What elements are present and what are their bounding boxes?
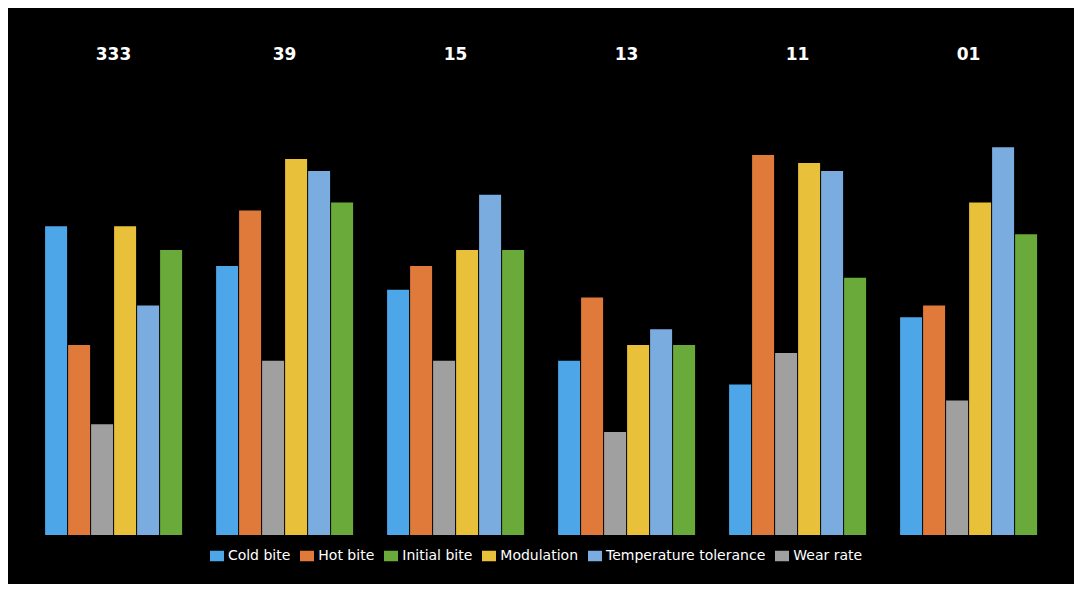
html-text:Wear rate: Wear rate <box>793 547 863 563</box>
svg-text:01: 01 <box>957 44 981 64</box>
svg-text:13: 13 <box>615 44 639 64</box>
html-text:Cold bite: Cold bite <box>227 547 291 563</box>
svg-text:39: 39 <box>273 44 297 64</box>
html-text:Modulation: Modulation <box>500 547 578 563</box>
svg-text:333: 333 <box>96 44 132 64</box>
html-text:Initial bite: Initial bite <box>402 547 473 563</box>
svg-text:15: 15 <box>444 44 468 64</box>
html-text:Temperature tolerance: Temperature tolerance <box>606 547 766 563</box>
html-text:Hot bite: Hot bite <box>318 547 375 563</box>
svg-text:11: 11 <box>786 44 810 64</box>
